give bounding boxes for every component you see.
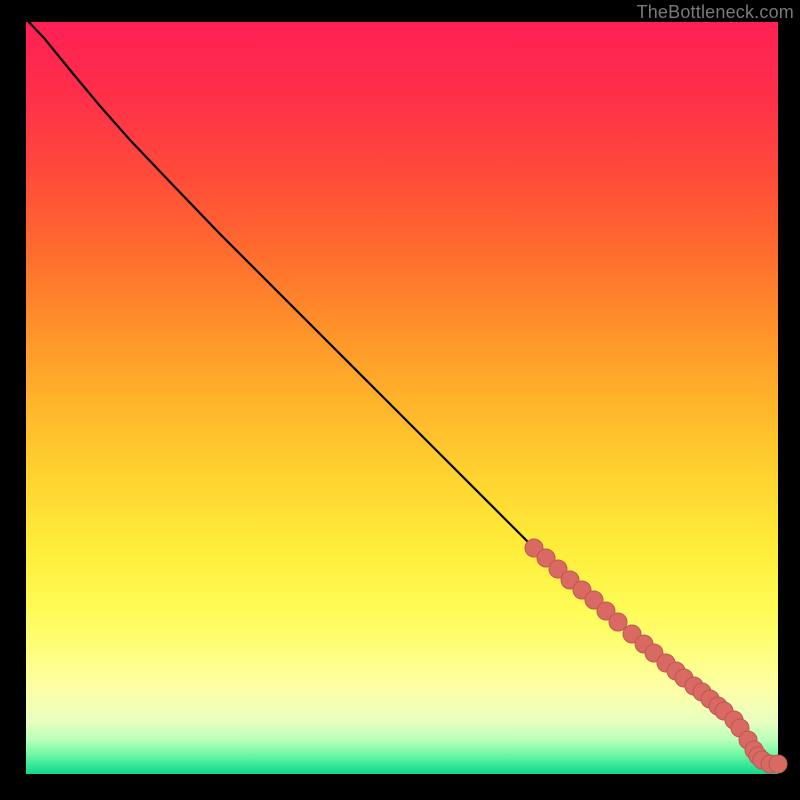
attribution-text: TheBottleneck.com: [637, 2, 794, 23]
gradient-background-panel: [26, 22, 778, 774]
chart-stage: TheBottleneck.com: [0, 0, 800, 800]
